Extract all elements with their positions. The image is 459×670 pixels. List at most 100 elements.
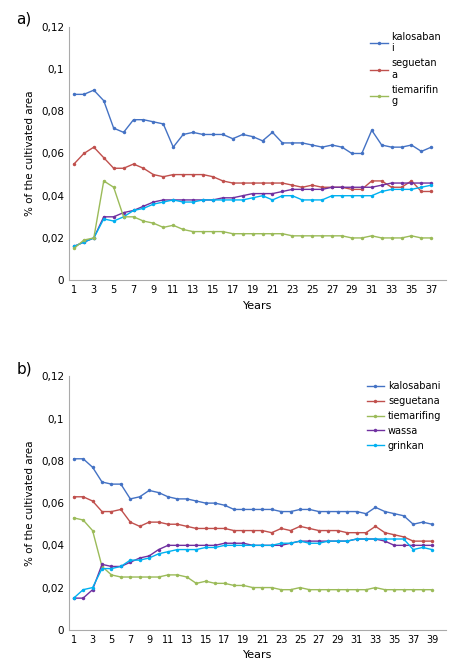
tiemarifing xyxy=(269,584,274,592)
grinkan xyxy=(80,586,86,594)
seguetan
a xyxy=(71,160,77,168)
grinkan xyxy=(363,535,368,543)
tiemarifin
g xyxy=(170,221,176,229)
X-axis label: Years: Years xyxy=(242,650,272,660)
tiemarifing xyxy=(353,586,358,594)
tiemarifing xyxy=(221,580,227,588)
kalosaban
i xyxy=(428,143,433,151)
seguetana xyxy=(156,518,161,526)
tiemarifing xyxy=(99,562,105,570)
seguetana xyxy=(419,537,425,545)
grinkan xyxy=(231,541,236,549)
kalosabani xyxy=(184,495,189,503)
kalosabani xyxy=(334,508,340,516)
seguetan
a xyxy=(160,173,166,181)
tiemarifin
g xyxy=(348,234,354,242)
kalosabani xyxy=(99,478,105,486)
seguetan
a xyxy=(338,183,344,191)
grinkan xyxy=(250,541,255,549)
seguetan
a xyxy=(279,179,285,187)
tiemarifin
g xyxy=(230,230,235,238)
tiemarifing xyxy=(174,571,180,579)
wassa xyxy=(325,537,330,545)
tiemarifin
g xyxy=(160,223,166,231)
kalosaban
i xyxy=(91,86,96,94)
seguetan
a xyxy=(130,160,136,168)
kalosaban
i xyxy=(81,90,86,98)
tiemarifing xyxy=(193,580,199,588)
Line: kalosaban
i: kalosaban i xyxy=(72,88,432,155)
seguetana xyxy=(353,529,358,537)
tiemarifin
g xyxy=(418,234,423,242)
grinkan xyxy=(344,537,349,545)
wassa xyxy=(269,541,274,549)
wassa xyxy=(90,586,95,594)
tiemarifin
g xyxy=(210,228,215,236)
seguetan
a xyxy=(91,143,96,151)
kalosabani xyxy=(90,463,95,471)
kalosabani xyxy=(212,499,218,507)
kalosabani xyxy=(193,497,199,505)
kalosaban
i xyxy=(388,143,393,151)
seguetan
a xyxy=(81,149,86,157)
wassa xyxy=(353,535,358,543)
seguetana xyxy=(269,529,274,537)
wassa xyxy=(184,541,189,549)
tiemarifin
g xyxy=(190,228,196,236)
kalosabani xyxy=(363,510,368,518)
seguetana xyxy=(90,497,95,505)
seguetana xyxy=(118,505,123,513)
seguetana xyxy=(315,527,321,535)
seguetan
a xyxy=(299,183,304,191)
kalosaban
i xyxy=(398,143,403,151)
seguetan
a xyxy=(408,177,413,185)
wassa xyxy=(174,541,180,549)
grinkan xyxy=(174,545,180,553)
seguetan
a xyxy=(140,164,146,172)
seguetana xyxy=(221,525,227,533)
wassa xyxy=(297,537,302,545)
kalosaban
i xyxy=(101,96,106,105)
tiemarifing xyxy=(127,573,133,581)
seguetana xyxy=(80,492,86,500)
seguetana xyxy=(287,527,293,535)
tiemarifin
g xyxy=(259,230,265,238)
seguetana xyxy=(184,523,189,531)
kalosabani xyxy=(174,495,180,503)
tiemarifing xyxy=(372,584,377,592)
seguetan
a xyxy=(200,171,205,179)
seguetan
a xyxy=(240,179,245,187)
kalosabani xyxy=(428,520,434,528)
tiemarifing xyxy=(80,516,86,524)
seguetan
a xyxy=(101,153,106,161)
tiemarifin
g xyxy=(249,230,255,238)
seguetan
a xyxy=(121,164,126,172)
tiemarifing xyxy=(381,586,387,594)
tiemarifin
g xyxy=(219,228,225,236)
kalosabani xyxy=(250,505,255,513)
tiemarifin
g xyxy=(299,232,304,240)
tiemarifin
g xyxy=(368,232,374,240)
grinkan xyxy=(409,545,415,553)
tiemarifing xyxy=(315,586,321,594)
wassa xyxy=(391,541,396,549)
seguetana xyxy=(278,525,283,533)
seguetan
a xyxy=(368,177,374,185)
Line: kalosabani: kalosabani xyxy=(72,457,433,526)
Line: grinkan: grinkan xyxy=(72,537,433,600)
seguetan
a xyxy=(428,188,433,196)
tiemarifin
g xyxy=(338,232,344,240)
kalosabani xyxy=(146,486,151,494)
tiemarifing xyxy=(306,586,312,594)
Text: b): b) xyxy=(16,361,32,377)
wassa xyxy=(287,539,293,547)
seguetana xyxy=(165,520,170,528)
grinkan xyxy=(428,545,434,553)
grinkan xyxy=(99,565,105,573)
wassa xyxy=(363,535,368,543)
seguetan
a xyxy=(259,179,265,187)
grinkan xyxy=(353,535,358,543)
tiemarifing xyxy=(334,586,340,594)
kalosaban
i xyxy=(319,143,324,151)
grinkan xyxy=(127,556,133,564)
